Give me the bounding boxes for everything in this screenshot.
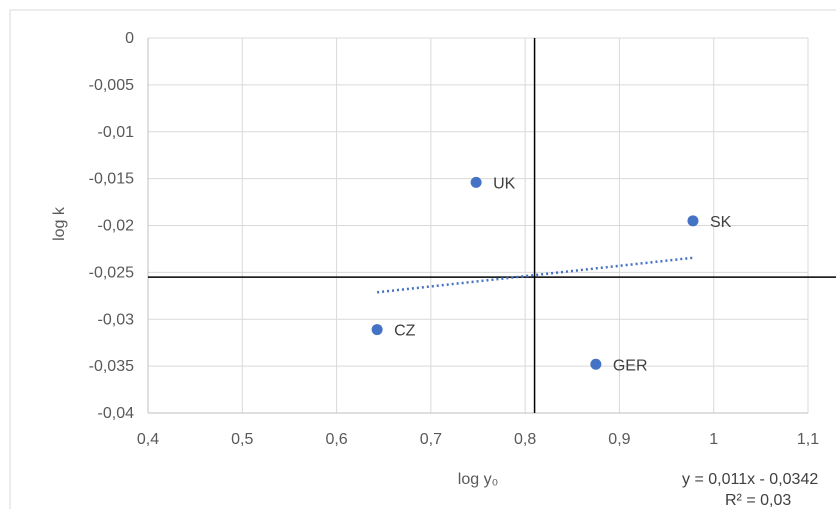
x-tick-label: 1,1: [797, 431, 819, 448]
point-label-sk: SK: [710, 214, 732, 231]
x-axis-title: log y₀: [458, 471, 498, 488]
y-tick-label: -0,02: [98, 218, 135, 235]
data-point-uk: [470, 176, 482, 188]
y-tick-label: -0,04: [98, 405, 135, 422]
x-tick-label: 0,8: [514, 431, 536, 448]
point-label-uk: UK: [493, 175, 516, 192]
y-tick-label: -0,035: [89, 358, 134, 375]
gridlines: [148, 37, 809, 413]
y-axis-title: log k: [51, 206, 68, 241]
x-tick-label: 0,6: [325, 431, 347, 448]
point-label-ger: GER: [613, 357, 648, 374]
x-tick-labels: 0,4 0,5 0,6 0,7 0,8 0,9 1 1,1: [137, 431, 819, 448]
data-point-sk: [687, 215, 699, 227]
x-tick-label: 0,5: [231, 431, 253, 448]
y-tick-label: -0,015: [89, 171, 134, 188]
y-tick-label: -0,03: [98, 311, 135, 328]
data-point-cz: [371, 324, 383, 336]
y-tick-label: 0: [125, 30, 134, 47]
y-tick-label: -0,025: [89, 264, 134, 281]
y-tick-label: -0,01: [98, 124, 135, 141]
x-tick-label: 0,7: [420, 431, 442, 448]
x-tick-label: 0,4: [137, 431, 159, 448]
x-tick-label: 1: [709, 431, 718, 448]
point-label-cz: CZ: [394, 323, 416, 340]
mean-crosshair: [148, 38, 836, 413]
data-point-ger: [590, 358, 602, 370]
trendline-equation: y = 0,011x - 0,0342: [682, 471, 818, 488]
axes: [147, 38, 808, 414]
y-tick-labels: 0 -0,005 -0,01 -0,015 -0,02 -0,025 -0,03 -0,035…: [89, 30, 134, 422]
data-points: UK SK CZ GER: [371, 175, 732, 374]
x-tick-label: 0,9: [608, 431, 630, 448]
y-tick-label: -0,005: [89, 77, 134, 94]
trendline-r-squared: R² = 0,03: [725, 492, 791, 509]
